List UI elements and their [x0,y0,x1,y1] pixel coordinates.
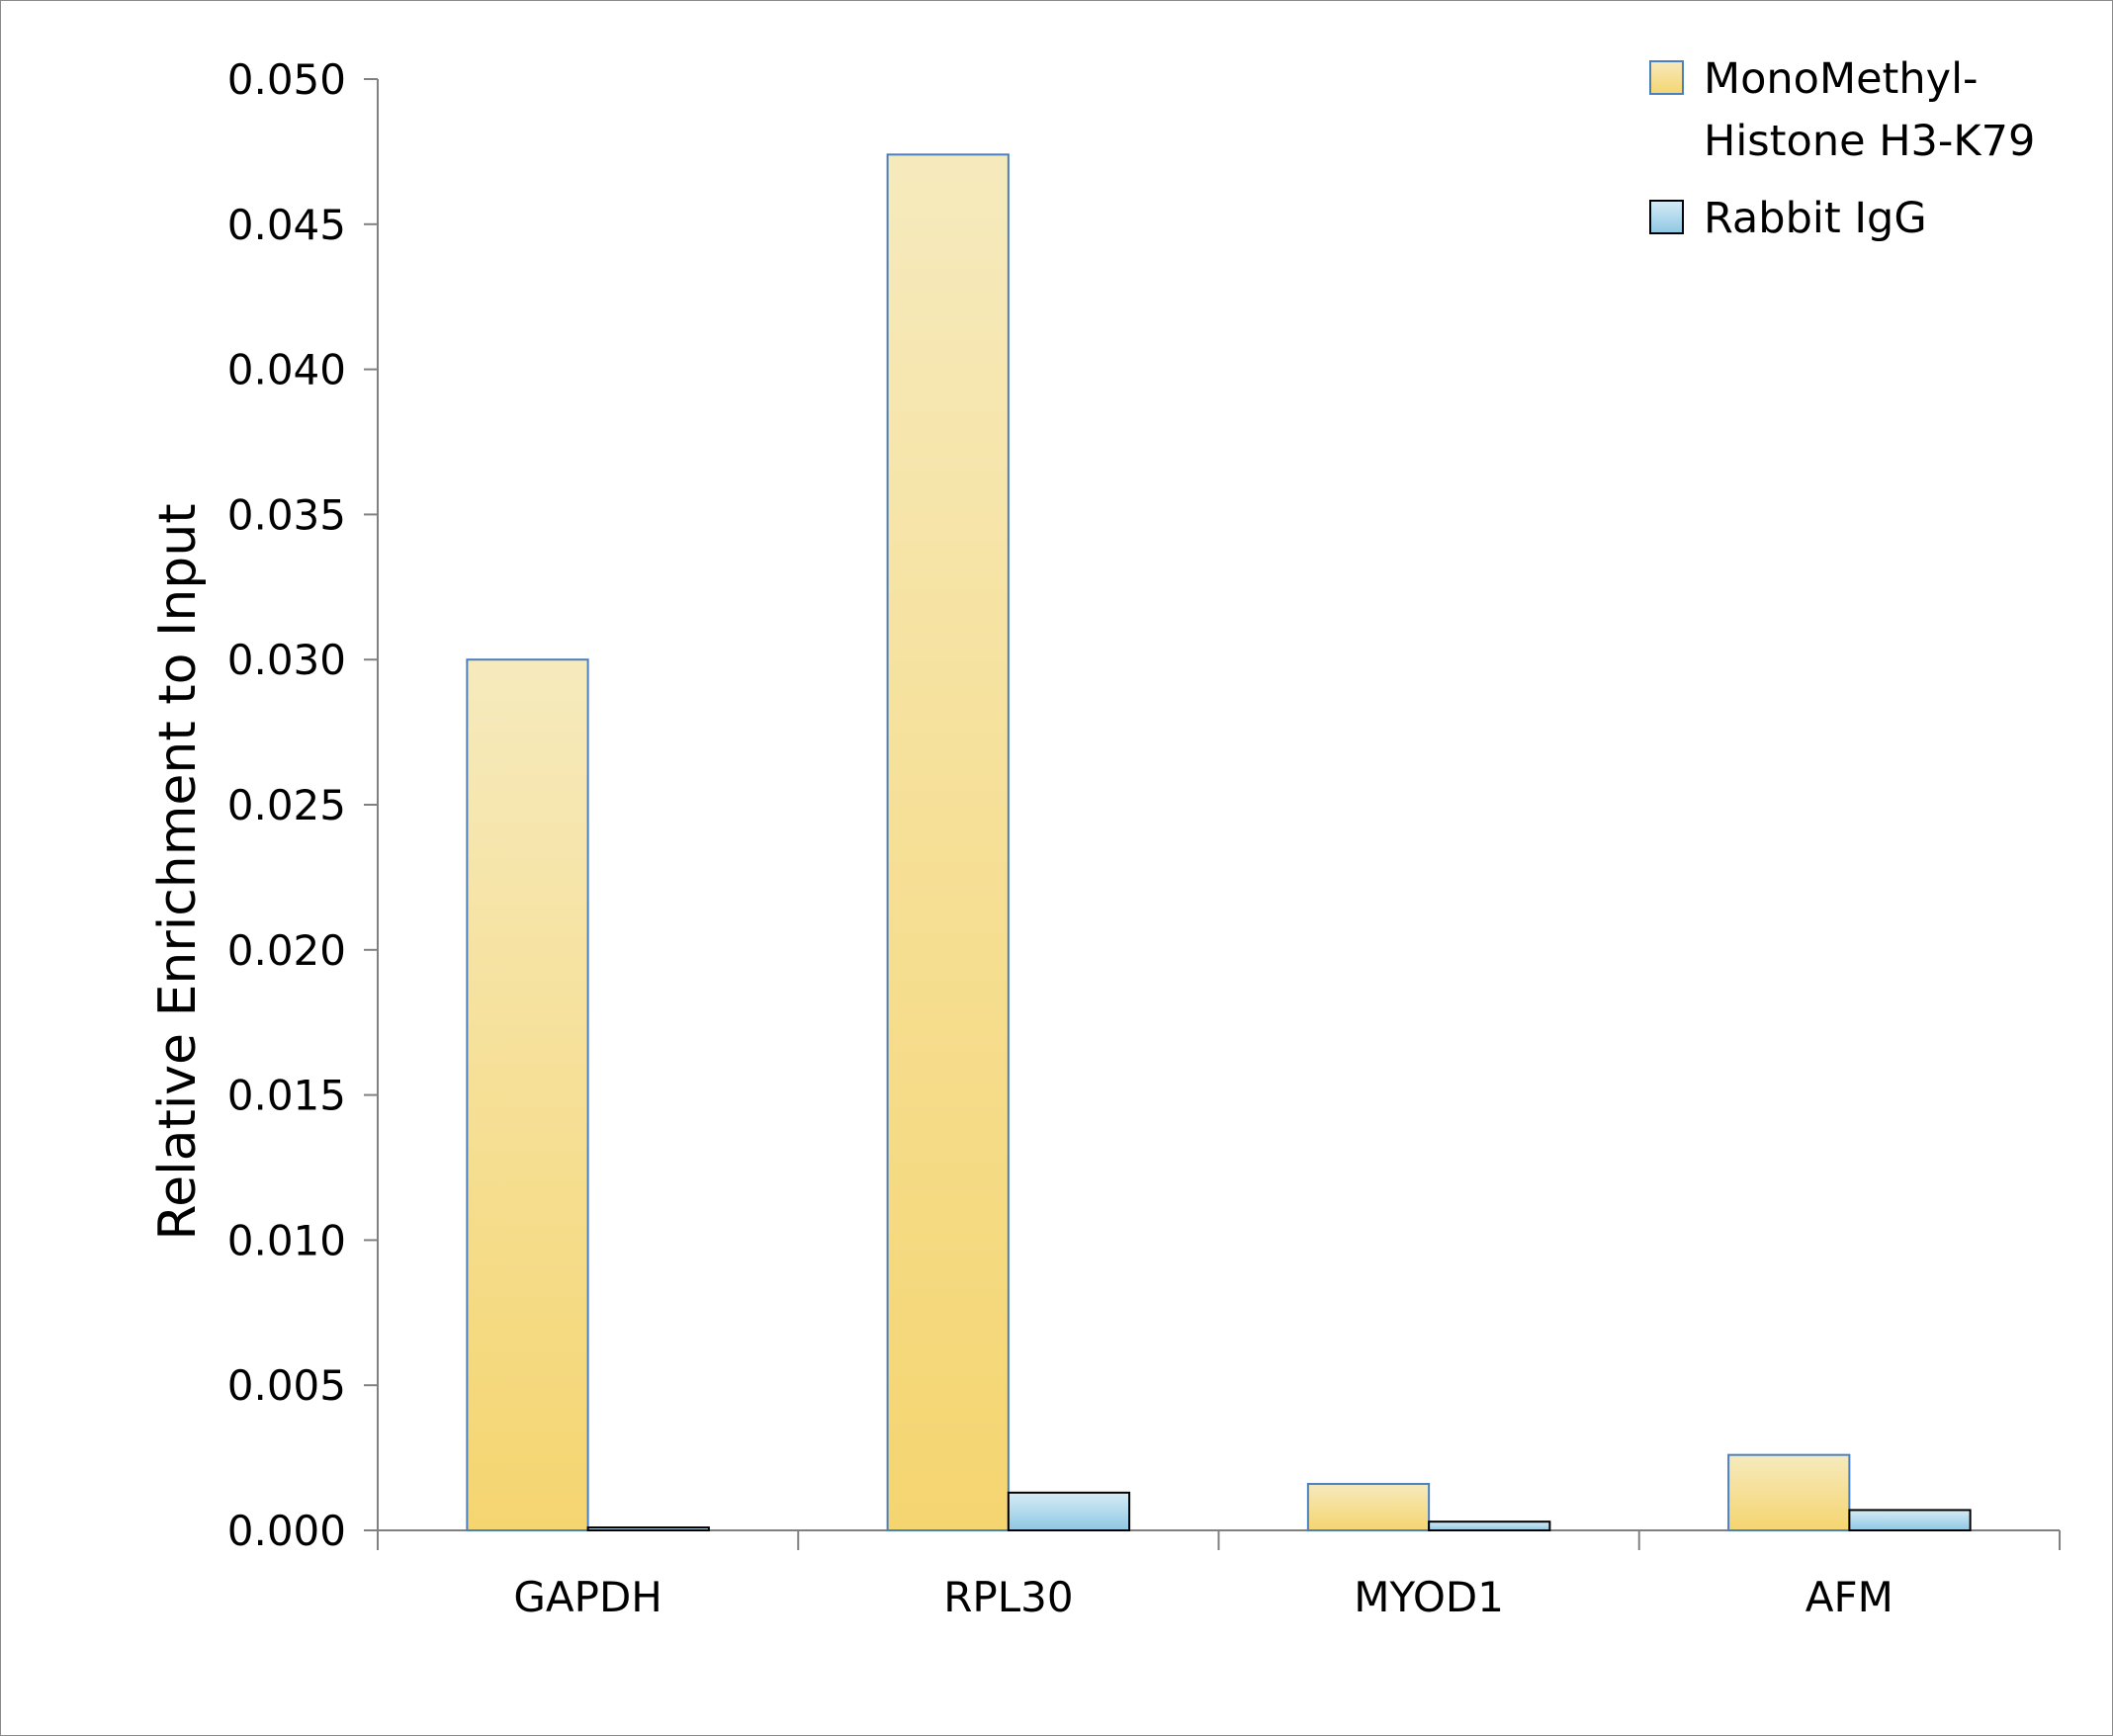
x-tick-label: AFM [1805,1573,1893,1621]
y-tick-label: 0.040 [227,346,346,394]
bar-monomethyl-afm [1727,1453,1851,1531]
x-tick-label: GAPDH [513,1573,662,1621]
y-tick-label: 0.025 [227,781,346,829]
y-tick-label: 0.030 [227,636,346,684]
legend-swatch-rabbit-igg [1649,200,1684,234]
y-axis-title: Relative Enrichment to Input [148,503,208,1240]
x-axis: GAPDH RPL30 MYOD1 AFM [377,1529,2061,1621]
y-tick-label: 0.050 [227,55,346,104]
y-axis: 0.000 0.005 0.010 0.015 0.020 0.025 0.030 0.035… [227,55,379,1555]
y-tick-label: 0.010 [227,1216,346,1264]
bar-monomethyl-rpl30 [886,153,1010,1531]
bar-monomethyl-myod1 [1306,1483,1431,1532]
legend-label: Histone H3-K79 [1704,117,2035,166]
legend-label: Rabbit IgG [1704,194,1927,243]
y-tick-label: 0.000 [227,1507,346,1555]
bar-rabbit-igg-rpl30 [1007,1491,1131,1532]
bar-rabbit-igg-gapdh [586,1526,710,1531]
legend-label: MonoMethyl- [1704,54,1979,104]
bar-rabbit-igg-myod1 [1428,1520,1551,1532]
y-tick-label: 0.045 [227,201,346,249]
y-tick-label: 0.015 [227,1072,346,1120]
bar-monomethyl-gapdh [466,658,589,1531]
y-tick-label: 0.020 [227,926,346,975]
legend-swatch-monomethyl [1649,60,1684,95]
x-tick-label: RPL30 [943,1573,1073,1621]
y-tick-label: 0.005 [227,1361,346,1410]
y-tick-label: 0.035 [227,490,346,539]
bar-rabbit-igg-afm [1848,1509,1972,1531]
bars [466,153,1972,1532]
x-tick-label: MYOD1 [1354,1573,1504,1621]
legend: MonoMethyl- Histone H3-K79 Rabbit IgG [1649,54,2035,243]
